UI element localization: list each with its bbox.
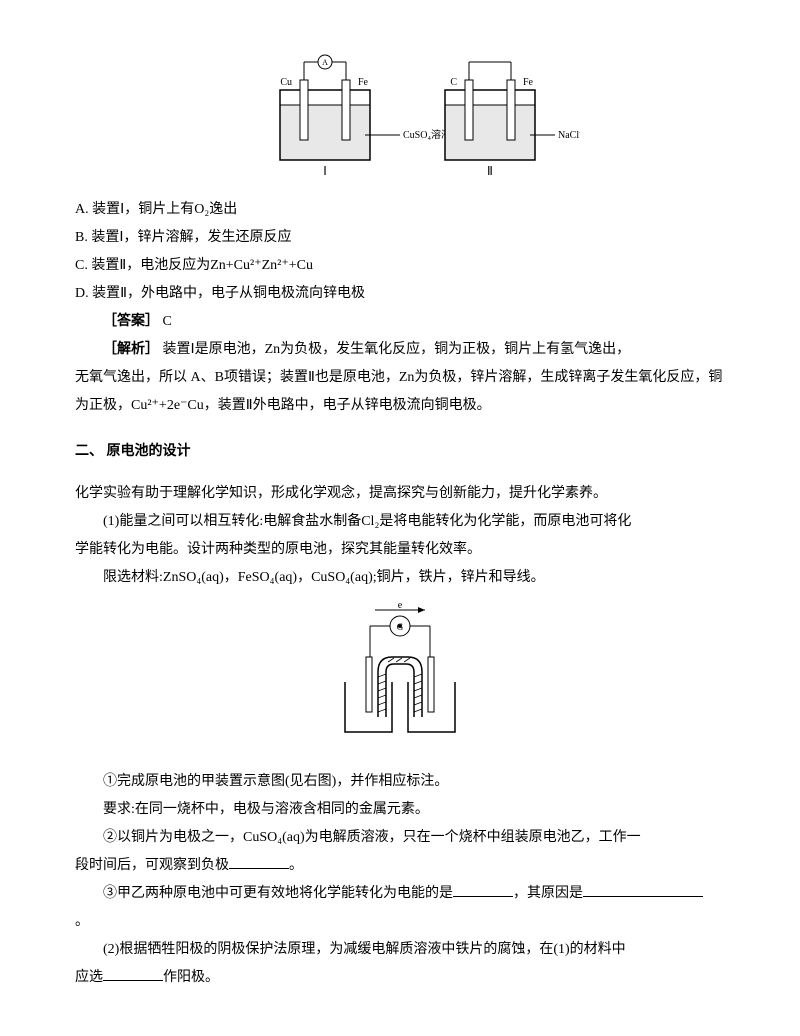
analysis-text2: 无氧气逸出，所以 A、B项错误；装置Ⅱ也是原电池，Zn为负极，锌片溶解，生成锌离… xyxy=(75,364,725,420)
q2a: ②以铜片为电极之一，CuSO₄(aq)为电解质溶液，只在一个烧杯中组装原电池乙，… xyxy=(75,824,725,852)
q3end: 。 xyxy=(75,908,725,936)
q1: ①完成原电池的甲装置示意图(见右图)，并作相应标注。 xyxy=(75,768,725,796)
section2-intro: 化学实验有助于理解化学知识，形成化学观念，提高探究与创新能力，提升化学素养。 xyxy=(75,480,725,508)
arrow-e-label: e xyxy=(398,602,403,611)
q3b: ，其原因是 xyxy=(513,886,583,901)
option-d: D. 装置Ⅱ，外电路中，电子从铜电极流向锌电极 xyxy=(75,280,725,308)
left-solution-label: CuSO₄溶液 xyxy=(403,128,451,141)
blank-which-cell xyxy=(453,882,513,897)
analysis-text1: 装置Ⅰ是原电池，Zn为负极，发生氧化反应，铜为正极，铜片上有氢气逸出， xyxy=(159,342,630,357)
p2b: 应选 xyxy=(75,970,103,985)
right-roman: Ⅱ xyxy=(487,164,493,178)
right-c-label: C xyxy=(450,77,457,88)
q3a: ③甲乙两种原电池中可更有效地将化学能转化为电能的是 xyxy=(103,886,453,901)
q1req: 要求:在同一烧杯中，电极与溶液含相同的金属元素。 xyxy=(75,796,725,824)
left-roman: Ⅰ xyxy=(323,164,327,178)
option-b: B. 装置Ⅰ，锌片溶解，发生还原反应 xyxy=(75,224,725,252)
blank-reason xyxy=(583,882,703,897)
meter-label-1: A xyxy=(322,58,328,67)
q2b: 段时间后，可观察到负极 xyxy=(75,858,229,873)
option-a: A. 装置Ⅰ，铜片上有O₂逸出 xyxy=(75,196,725,224)
right-solution-label: NaCl溶液 xyxy=(558,128,580,141)
left-cu-label: Cu xyxy=(280,77,292,88)
left-fe-label: Fe xyxy=(358,77,369,88)
q2c: 。 xyxy=(289,858,303,873)
p2a: (2)根据牺牲阳极的阴极保护法原理，为减缓电解质溶液中铁片的腐蚀，在(1)的材料… xyxy=(75,936,725,964)
galvanometer-label: G xyxy=(397,622,404,632)
option-c: C. 装置Ⅱ，电池反应为Zn+Cu²⁺Zn²⁺+Cu xyxy=(75,252,725,280)
section2-p1a: (1)能量之间可以相互转化:电解食盐水制备Cl₂是将电能转化为化学能，而原电池可… xyxy=(75,508,725,536)
p2c: 作阳极。 xyxy=(163,970,219,985)
section2-p1b: 学能转化为电能。设计两种类型的原电池，探究其能量转化效率。 xyxy=(75,536,725,564)
answer-value: C xyxy=(159,314,172,329)
blank-anode-material xyxy=(103,966,163,981)
right-fe-label: Fe xyxy=(523,77,534,88)
analysis-label: ［解析］ xyxy=(103,342,159,357)
section2-title: 二、 原电池的设计 xyxy=(75,438,725,466)
answer-label: ［答案］ xyxy=(103,314,159,329)
section2-materials: 限选材料:ZnSO₄(aq)，FeSO₄(aq)，CuSO₄(aq);铜片，铁片… xyxy=(75,564,725,592)
blank-negative-electrode xyxy=(229,854,289,869)
